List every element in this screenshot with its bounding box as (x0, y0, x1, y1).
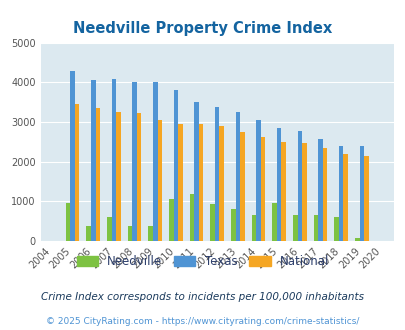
Bar (359, 146, 363, 241)
Bar (338, 146, 343, 241)
Text: Needville Property Crime Index: Needville Property Crime Index (73, 21, 332, 36)
Bar (363, 156, 368, 241)
Bar (128, 226, 132, 241)
Bar (297, 131, 301, 241)
Bar (91, 80, 95, 241)
Bar (95, 108, 100, 241)
Bar (230, 209, 235, 241)
Bar (333, 217, 338, 241)
Bar (260, 137, 265, 241)
Bar (210, 204, 214, 241)
Legend: Needville, Texas, National: Needville, Texas, National (72, 250, 333, 273)
Bar (219, 126, 224, 241)
Bar (251, 215, 256, 241)
Bar (343, 154, 347, 241)
Bar (281, 142, 285, 241)
Bar (111, 79, 116, 241)
Bar (136, 113, 141, 241)
Bar (214, 107, 219, 241)
Bar (70, 71, 75, 241)
Bar (107, 217, 111, 241)
Bar (132, 82, 136, 241)
Bar (168, 199, 173, 241)
Bar (157, 120, 162, 241)
Text: © 2025 CityRating.com - https://www.cityrating.com/crime-statistics/: © 2025 CityRating.com - https://www.city… (46, 317, 359, 326)
Bar (276, 128, 281, 241)
Bar (292, 215, 297, 241)
Bar (322, 148, 326, 241)
Bar (148, 226, 153, 241)
Bar (178, 124, 182, 241)
Bar (75, 104, 79, 241)
Bar (66, 203, 70, 241)
Bar (194, 102, 198, 241)
Text: Crime Index corresponds to incidents per 100,000 inhabitants: Crime Index corresponds to incidents per… (41, 292, 364, 302)
Bar (272, 203, 276, 241)
Bar (256, 120, 260, 241)
Bar (313, 215, 318, 241)
Bar (153, 82, 157, 241)
Bar (116, 112, 120, 241)
Bar (189, 194, 194, 241)
Bar (354, 238, 359, 241)
Bar (198, 124, 203, 241)
Bar (239, 132, 244, 241)
Bar (318, 139, 322, 241)
Bar (173, 90, 178, 241)
Bar (235, 112, 239, 241)
Bar (86, 226, 91, 241)
Bar (301, 143, 306, 241)
